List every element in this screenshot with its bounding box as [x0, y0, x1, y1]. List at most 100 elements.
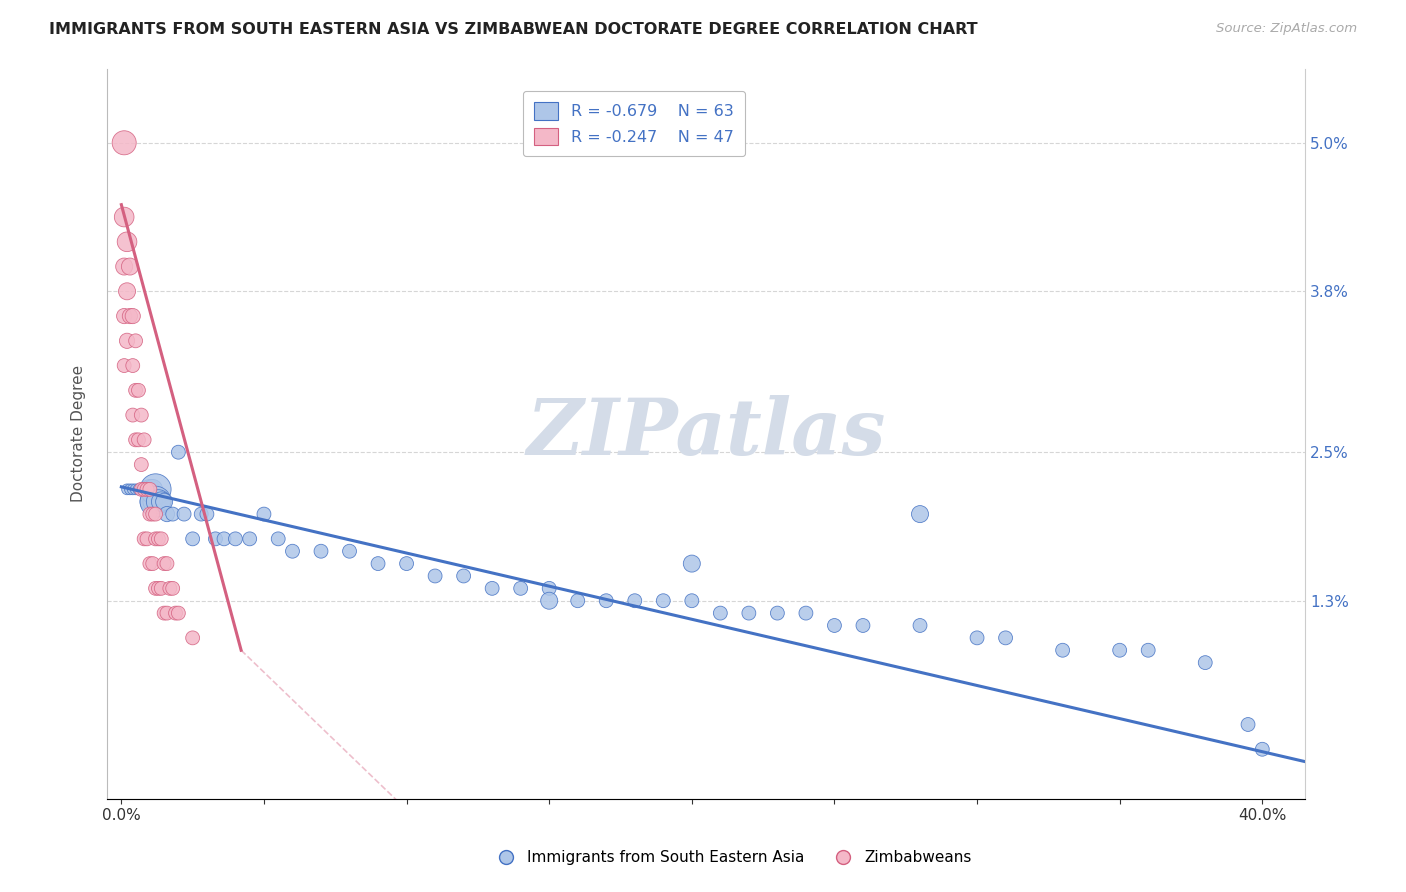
- Point: [112, 210, 135, 224]
- Point: [1108, 643, 1130, 657]
- Point: [538, 593, 561, 607]
- Point: [509, 582, 531, 596]
- Point: [852, 618, 875, 632]
- Point: [153, 557, 176, 571]
- Point: [142, 507, 165, 521]
- Point: [1137, 643, 1160, 657]
- Point: [1251, 742, 1274, 756]
- Point: [281, 544, 304, 558]
- Point: [118, 309, 141, 323]
- Point: [127, 483, 149, 497]
- Point: [181, 532, 204, 546]
- Point: [112, 136, 135, 150]
- Point: [121, 309, 143, 323]
- Point: [121, 408, 143, 422]
- Point: [134, 483, 156, 497]
- Point: [908, 507, 931, 521]
- Point: [118, 483, 141, 497]
- Point: [150, 494, 173, 508]
- Point: [145, 507, 167, 521]
- Point: [1237, 717, 1260, 731]
- Point: [129, 483, 152, 497]
- Point: [167, 606, 190, 620]
- Point: [127, 384, 149, 398]
- Point: [148, 582, 170, 596]
- Point: [150, 532, 173, 546]
- Point: [139, 483, 162, 497]
- Point: [159, 582, 181, 596]
- Point: [145, 483, 167, 497]
- Point: [139, 507, 162, 521]
- Point: [681, 557, 703, 571]
- Point: [239, 532, 262, 546]
- Point: [127, 433, 149, 447]
- Point: [139, 494, 162, 508]
- Point: [136, 483, 159, 497]
- Point: [145, 494, 167, 508]
- Point: [134, 483, 156, 497]
- Point: [142, 557, 165, 571]
- Point: [181, 631, 204, 645]
- Point: [173, 507, 195, 521]
- Point: [766, 606, 789, 620]
- Point: [148, 494, 170, 508]
- Point: [162, 582, 184, 596]
- Point: [212, 532, 235, 546]
- Point: [567, 593, 589, 607]
- Point: [823, 618, 845, 632]
- Text: ZIPatlas: ZIPatlas: [526, 395, 886, 472]
- Point: [908, 618, 931, 632]
- Text: Source: ZipAtlas.com: Source: ZipAtlas.com: [1216, 22, 1357, 36]
- Point: [153, 494, 176, 508]
- Point: [136, 532, 159, 546]
- Point: [994, 631, 1017, 645]
- Point: [595, 593, 617, 607]
- Point: [652, 593, 675, 607]
- Legend: R = -0.679    N = 63, R = -0.247    N = 47: R = -0.679 N = 63, R = -0.247 N = 47: [523, 91, 745, 156]
- Point: [1194, 656, 1216, 670]
- Point: [738, 606, 761, 620]
- Point: [204, 532, 226, 546]
- Point: [115, 235, 138, 249]
- Point: [121, 483, 143, 497]
- Point: [267, 532, 290, 546]
- Point: [309, 544, 332, 558]
- Point: [156, 507, 179, 521]
- Point: [142, 483, 165, 497]
- Text: IMMIGRANTS FROM SOUTH EASTERN ASIA VS ZIMBABWEAN DOCTORATE DEGREE CORRELATION CH: IMMIGRANTS FROM SOUTH EASTERN ASIA VS ZI…: [49, 22, 977, 37]
- Point: [709, 606, 731, 620]
- Point: [156, 557, 179, 571]
- Point: [153, 606, 176, 620]
- Point: [1052, 643, 1074, 657]
- Point: [339, 544, 361, 558]
- Point: [112, 260, 135, 274]
- Point: [148, 532, 170, 546]
- Y-axis label: Doctorate Degree: Doctorate Degree: [72, 365, 86, 502]
- Point: [453, 569, 475, 583]
- Point: [112, 309, 135, 323]
- Point: [121, 359, 143, 373]
- Point: [195, 507, 218, 521]
- Point: [129, 483, 152, 497]
- Legend: Immigrants from South Eastern Asia, Zimbabweans: Immigrants from South Eastern Asia, Zimb…: [485, 844, 977, 871]
- Point: [139, 483, 162, 497]
- Point: [423, 569, 446, 583]
- Point: [224, 532, 246, 546]
- Point: [139, 557, 162, 571]
- Point: [481, 582, 503, 596]
- Point: [129, 458, 152, 472]
- Point: [538, 582, 561, 596]
- Point: [156, 606, 179, 620]
- Point: [118, 260, 141, 274]
- Point: [124, 384, 146, 398]
- Point: [145, 532, 167, 546]
- Point: [124, 334, 146, 348]
- Point: [134, 433, 156, 447]
- Point: [142, 494, 165, 508]
- Point: [115, 285, 138, 299]
- Point: [395, 557, 418, 571]
- Point: [794, 606, 817, 620]
- Point: [115, 334, 138, 348]
- Point: [190, 507, 212, 521]
- Point: [124, 433, 146, 447]
